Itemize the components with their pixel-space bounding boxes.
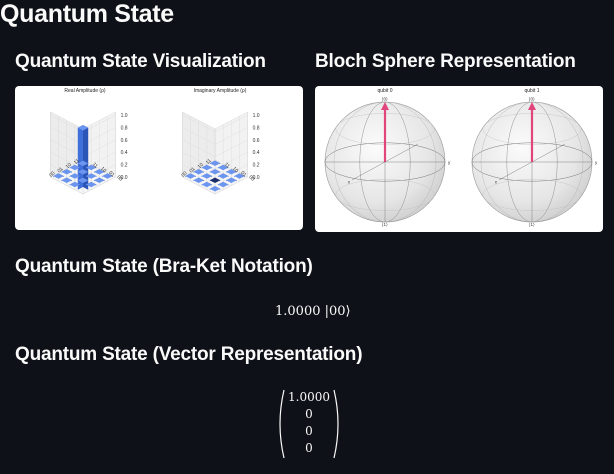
real-bar <box>77 160 89 167</box>
imag-bar <box>226 177 237 184</box>
real-bar <box>85 164 97 171</box>
real-bar <box>102 173 113 179</box>
real-bar <box>85 173 97 179</box>
braket-expression: 1.0000 |00⟩ <box>275 304 351 319</box>
city-plot-figure: Real Amplitude (ρ) Imaginary Amplitude (… <box>48 88 260 195</box>
imag-col-label: 00 <box>247 174 255 182</box>
real-z-tick: 0.4 <box>121 150 128 156</box>
real-row-label: 01 <box>57 166 65 174</box>
real-row-label: 11 <box>73 158 81 166</box>
heading-braket: Quantum State (Bra-Ket Notation) <box>15 256 313 277</box>
imag-col-label: 10 <box>231 166 239 174</box>
imag-bar <box>234 173 245 179</box>
imag-z-tick: 0.4 <box>253 150 260 156</box>
imag-row-label: 01 <box>189 166 197 174</box>
bloch-label-y: y <box>448 160 451 165</box>
bloch-label-bottom: |1⟩ <box>529 222 535 227</box>
imag-bar <box>226 169 237 175</box>
real-bar <box>94 169 105 175</box>
bloch-label-x: x <box>495 180 498 185</box>
vector-entry-3: 0 <box>305 441 313 455</box>
heading-state-visualization: Quantum State Visualization <box>15 51 266 72</box>
imag-bar <box>193 169 204 175</box>
imag-row-label: 00 <box>180 170 188 178</box>
bloch-label-x: x <box>348 180 351 185</box>
state-vector: 1.0000 0 0 0 <box>276 388 342 460</box>
bloch-label-bottom: |1⟩ <box>382 222 388 227</box>
real-bar <box>85 181 97 188</box>
real-bar <box>69 164 81 171</box>
bloch-title-qubit-1: qubit 1 <box>524 88 539 94</box>
vector-entry-1: 0 <box>305 407 313 421</box>
imag-bar <box>217 181 229 188</box>
heading-vector: Quantum State (Vector Representation) <box>15 344 363 365</box>
real-z-tick: 0.6 <box>121 138 128 144</box>
imag-bar <box>217 173 229 179</box>
imag-bar <box>201 181 213 188</box>
bloch-title-qubit-0: qubit 0 <box>377 88 392 94</box>
bloch-vector-head <box>528 102 536 110</box>
bloch-sphere-qubit-0: qubit 0 |0⟩ |1⟩ x y <box>324 88 451 227</box>
real-bar <box>77 169 89 175</box>
bloch-label-top: |0⟩ <box>382 97 388 102</box>
imag-row-label: 10 <box>197 162 205 170</box>
imag-amplitude-title: Imaginary Amplitude (ρ) <box>194 88 247 94</box>
city-plot-image: Real Amplitude (ρ) Imaginary Amplitude (… <box>15 86 303 230</box>
imag-z-tick: 0.8 <box>253 125 260 131</box>
imag-bar <box>201 164 213 171</box>
imag-bar <box>209 160 221 167</box>
vector-parentheses <box>279 389 339 459</box>
imag-bar <box>193 177 204 184</box>
real-bar <box>77 177 89 184</box>
real-z-tick: 0.8 <box>121 125 128 131</box>
imag-bar <box>185 173 196 179</box>
imag-col-label: 01 <box>239 170 247 178</box>
imag-bar <box>217 164 229 171</box>
imag-bar <box>209 186 221 192</box>
bloch-sphere-figure: qubit 0 |0⟩ |1⟩ x y qubit 1 |0⟩ |1⟩ x y <box>324 88 598 227</box>
real-z-tick: 1.0 <box>121 113 128 119</box>
real-col-label: 10 <box>99 166 107 174</box>
imag-bar <box>209 169 221 175</box>
real-bar <box>94 177 105 184</box>
real-col-label: 11 <box>91 162 99 170</box>
real-amplitude-title: Real Amplitude (ρ) <box>64 88 106 94</box>
bloch-sphere-qubit-1: qubit 1 |0⟩ |1⟩ x y <box>471 88 598 227</box>
bloch-label-y: y <box>595 160 598 165</box>
bloch-vector-head <box>381 102 389 110</box>
imag-bar <box>209 177 221 184</box>
real-col-label: 01 <box>107 170 115 178</box>
real-row-label: 00 <box>48 170 56 178</box>
vector-entry-0: 1.0000 <box>288 390 330 404</box>
real-bar <box>69 181 81 188</box>
real-z-tick: 0.0 <box>121 175 128 181</box>
real-bar <box>53 173 64 179</box>
vector-entry-2: 0 <box>305 424 313 438</box>
bloch-label-top: |0⟩ <box>529 97 535 102</box>
heading-bloch-sphere: Bloch Sphere Representation <box>315 51 576 72</box>
imag-z-tick: 0.2 <box>253 163 260 169</box>
real-bar <box>61 177 72 184</box>
imag-col-label: 11 <box>223 162 231 170</box>
imag-z-tick: 0.6 <box>253 138 260 144</box>
real-z-tick: 0.2 <box>121 163 128 169</box>
imag-z-tick: 1.0 <box>253 113 260 119</box>
imag-bar <box>201 173 213 179</box>
bloch-sphere-image: qubit 0 |0⟩ |1⟩ x y qubit 1 |0⟩ |1⟩ x y <box>315 86 603 232</box>
page-title: Quantum State <box>0 0 174 28</box>
imag-z-tick: 0.0 <box>253 175 260 181</box>
real-bar <box>69 173 81 179</box>
real-col-label: 00 <box>115 174 123 182</box>
real-row-label: 10 <box>65 162 73 170</box>
real-bar <box>61 169 72 175</box>
imag-row-label: 11 <box>205 158 213 166</box>
